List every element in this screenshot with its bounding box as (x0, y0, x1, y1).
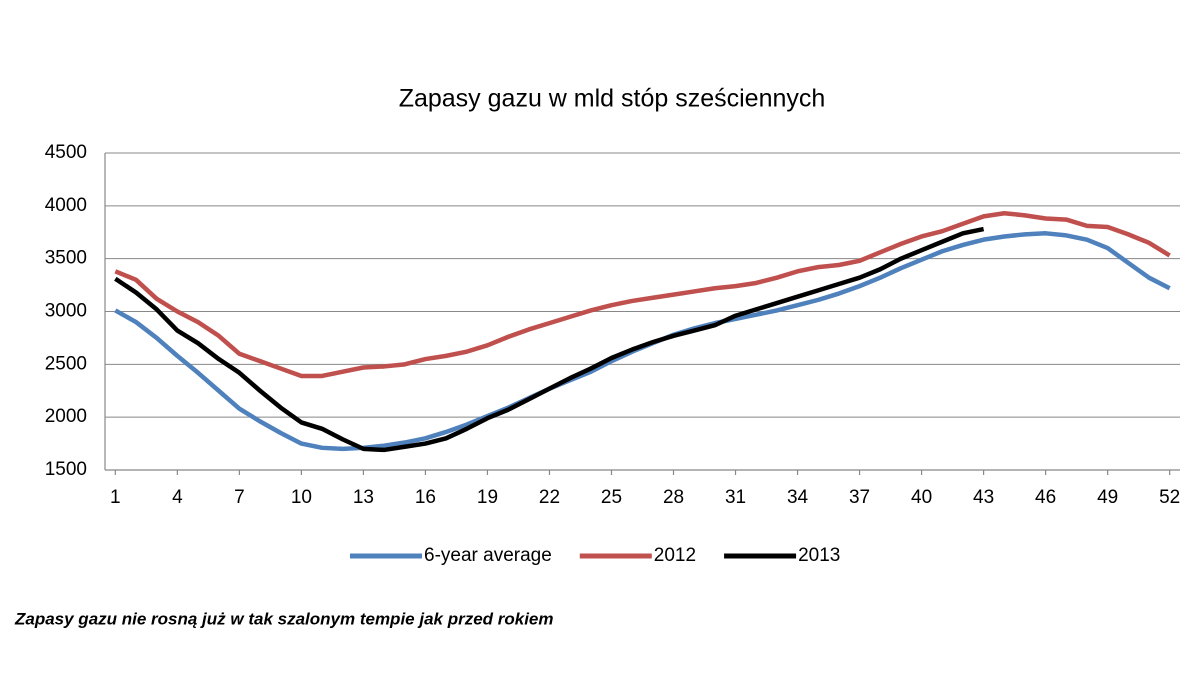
x-tick-label: 28 (663, 487, 684, 508)
caption: Zapasy gazu nie rosną już w tak szalonym… (14, 609, 554, 628)
series-line (114, 231, 1171, 452)
x-tick-label: 4 (172, 487, 183, 508)
chart-title: Zapasy gazu w mld stóp sześciennych (399, 85, 826, 113)
x-tick-label: 40 (911, 487, 932, 508)
x-tick-label: 49 (1097, 487, 1118, 508)
legend-label: 6-year average (424, 545, 552, 566)
x-tick-label: 13 (353, 487, 374, 508)
y-tick-label: 2500 (45, 353, 87, 374)
y-tick-label: 3500 (45, 248, 87, 269)
x-tick-label: 52 (1159, 487, 1180, 508)
x-tick-label: 10 (291, 487, 312, 508)
y-tick-label: 1500 (45, 459, 87, 480)
series-line (114, 210, 1171, 379)
x-tick-label: 16 (415, 487, 436, 508)
y-tick-label: 2000 (45, 406, 87, 427)
x-tick-label: 22 (539, 487, 560, 508)
y-tick-label: 4500 (45, 142, 87, 163)
x-tick-label: 46 (1035, 487, 1056, 508)
x-tick-label: 34 (787, 487, 809, 508)
x-tick-label: 37 (849, 487, 870, 508)
x-tick-label: 31 (725, 487, 746, 508)
series-line (114, 226, 985, 453)
x-tick-label: 7 (234, 487, 245, 508)
y-tick-label: 3000 (45, 301, 87, 322)
legend-label: 2012 (654, 545, 696, 566)
y-tick-label: 4000 (45, 195, 87, 216)
x-tick-label: 1 (110, 487, 121, 508)
x-tick-label: 43 (973, 487, 994, 508)
x-tick-label: 19 (477, 487, 498, 508)
legend-label: 2013 (798, 545, 840, 566)
x-tick-label: 25 (601, 487, 622, 508)
